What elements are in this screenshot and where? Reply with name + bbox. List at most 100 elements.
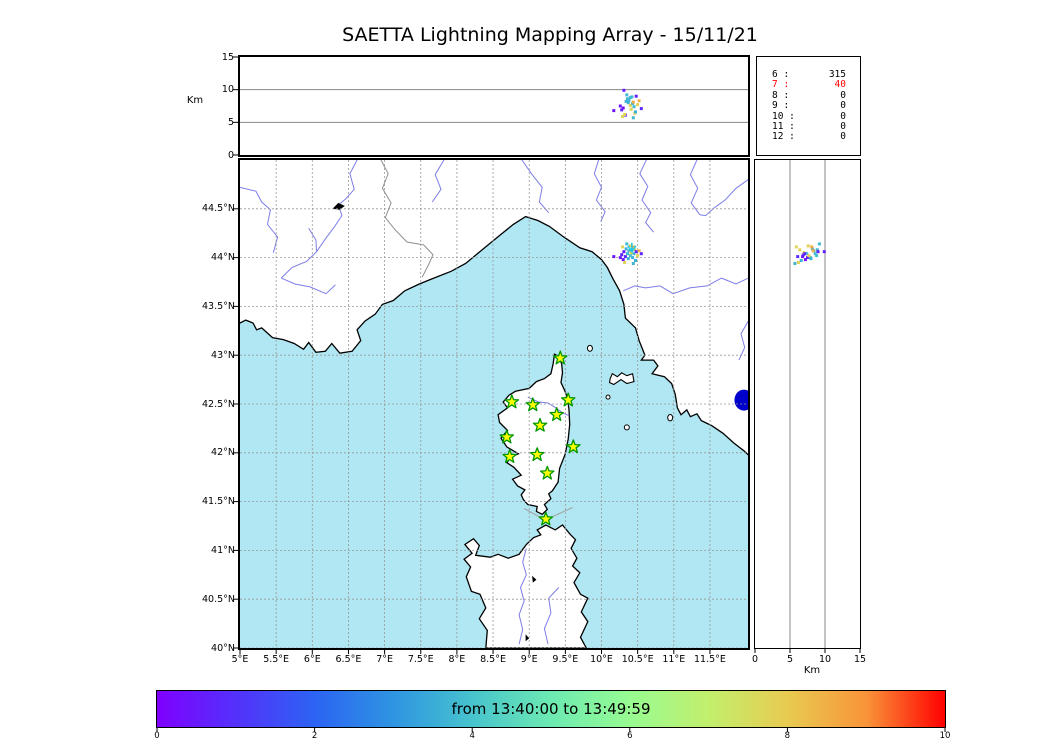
alt-tick-label: 0 (227, 149, 234, 161)
lake (332, 202, 345, 210)
lightning-source-point (805, 252, 809, 256)
lightning-source-point (807, 254, 811, 258)
lightning-source-point (631, 256, 635, 260)
alt-tick-label: 10 (221, 84, 234, 96)
lightning-source-point (793, 262, 797, 265)
lake-dark-blue (734, 389, 748, 411)
altitude-longitude-plot (240, 88, 748, 123)
station-star (532, 417, 548, 432)
lightning-source-point (634, 259, 637, 262)
lat-tick-label: 40°N (211, 642, 235, 654)
lat-tick-label: 44°N (211, 252, 235, 264)
lightning-source-point (815, 248, 819, 252)
colorbar-tick-label: 2 (311, 731, 318, 741)
lightning-source-point (634, 110, 637, 114)
lightning-source-point (625, 93, 629, 97)
lightning-source-point (612, 255, 616, 259)
lightning-source-point (628, 244, 632, 248)
latest-source-arrow-icon (627, 242, 637, 254)
river (521, 160, 550, 214)
lightning-source-point (631, 262, 635, 265)
lightning-source-point (623, 255, 627, 259)
lat-tick-label: 43.5°N (201, 300, 235, 312)
river (738, 320, 748, 361)
lightning-source-point (636, 103, 640, 107)
lightning-source-point (637, 99, 641, 103)
lightning-source-point (803, 258, 807, 262)
km-tick-label: 0 (751, 654, 759, 665)
station-star (539, 465, 555, 480)
station-star (552, 350, 568, 365)
lon-tick-label: 11.5°E (693, 654, 726, 665)
lon-tick-label: 7°E (376, 654, 393, 665)
lightning-source-point (806, 256, 809, 260)
station-id: 6 : (772, 69, 790, 80)
lightning-source-point (822, 250, 826, 254)
lightning-source-point (813, 252, 817, 256)
lightning-source-point (618, 256, 622, 260)
small-island (605, 394, 611, 400)
country-border (380, 160, 434, 278)
lightning-source-point (632, 105, 636, 109)
station-count-row: 12 : 0 (757, 132, 860, 143)
station-star (504, 394, 520, 409)
lightning-source-point (620, 253, 624, 257)
lightning-source-point (629, 107, 633, 111)
river (527, 396, 570, 417)
station-star (502, 449, 517, 464)
lightning-source-point (626, 252, 629, 256)
river (308, 228, 318, 252)
lightning-source-point (624, 99, 628, 103)
station-count-row: 6 : 315 (757, 69, 860, 80)
lightning-source-point (803, 252, 807, 256)
lightning-source-point (629, 251, 633, 255)
station-count-row: 8 : 0 (757, 90, 860, 101)
mainland-coastline (240, 160, 748, 456)
lat-tick-label: 44.5°N (201, 203, 235, 215)
km-tick-label: 10 (818, 654, 832, 665)
map-panel (238, 158, 750, 650)
lightning-source-point (628, 103, 632, 107)
river (281, 277, 336, 295)
lightning-source-point (636, 254, 640, 258)
lightning-source-point (634, 94, 638, 98)
lon-tick-label: 10.5°E (621, 654, 654, 665)
station-count-row: 7 : 40 (757, 79, 860, 91)
lake (532, 575, 537, 583)
lon-tick-label: 6°E (303, 654, 321, 665)
altitude-latitude-plot (789, 160, 826, 648)
time-colorbar: from 13:40:00 to 13:49:59 (156, 690, 946, 728)
river (623, 277, 748, 295)
station-id: 7 : (772, 79, 790, 91)
river (543, 587, 560, 645)
lon-tick-label: 7.5°E (407, 654, 434, 665)
lightning-source-point (634, 250, 638, 254)
lon-tick-label: 8°E (448, 654, 466, 665)
station-star (560, 392, 576, 407)
lightning-source-point (799, 259, 803, 262)
lat-tick-label: 43°N (211, 349, 235, 361)
station-count-row: 10 : 0 (757, 111, 860, 122)
lightning-source-point (623, 113, 627, 116)
lat-tick-label: 41.5°N (201, 496, 235, 508)
station-star (538, 511, 554, 526)
lightning-source-point (796, 255, 800, 259)
lightning-source-point (620, 108, 624, 112)
figure-title: SAETTA Lightning Mapping Array - 15/11/2… (342, 24, 758, 46)
lightning-source-point (816, 250, 820, 254)
lightning-source-point (624, 247, 628, 251)
station-counts-rows: 6 : 315 7 : 40 8 : 0 9 : 0 10 : 0 11 : 0 12 : 0 (757, 57, 860, 143)
lightning-source-point (801, 255, 805, 259)
lightning-source-point (637, 249, 641, 253)
station-star (565, 439, 581, 454)
lat-tick-label: 42.5°N (201, 398, 235, 410)
lightning-source-point (627, 98, 631, 102)
lightning-source-point (626, 101, 630, 105)
station-star (549, 407, 564, 422)
map-plot (240, 160, 748, 648)
lightning-source-point (618, 104, 622, 108)
km-axis-label: Km (803, 665, 821, 676)
lightning-source-point (612, 109, 616, 113)
lightning-source-point (621, 258, 625, 262)
station-count-row: 9 : 0 (757, 100, 860, 111)
